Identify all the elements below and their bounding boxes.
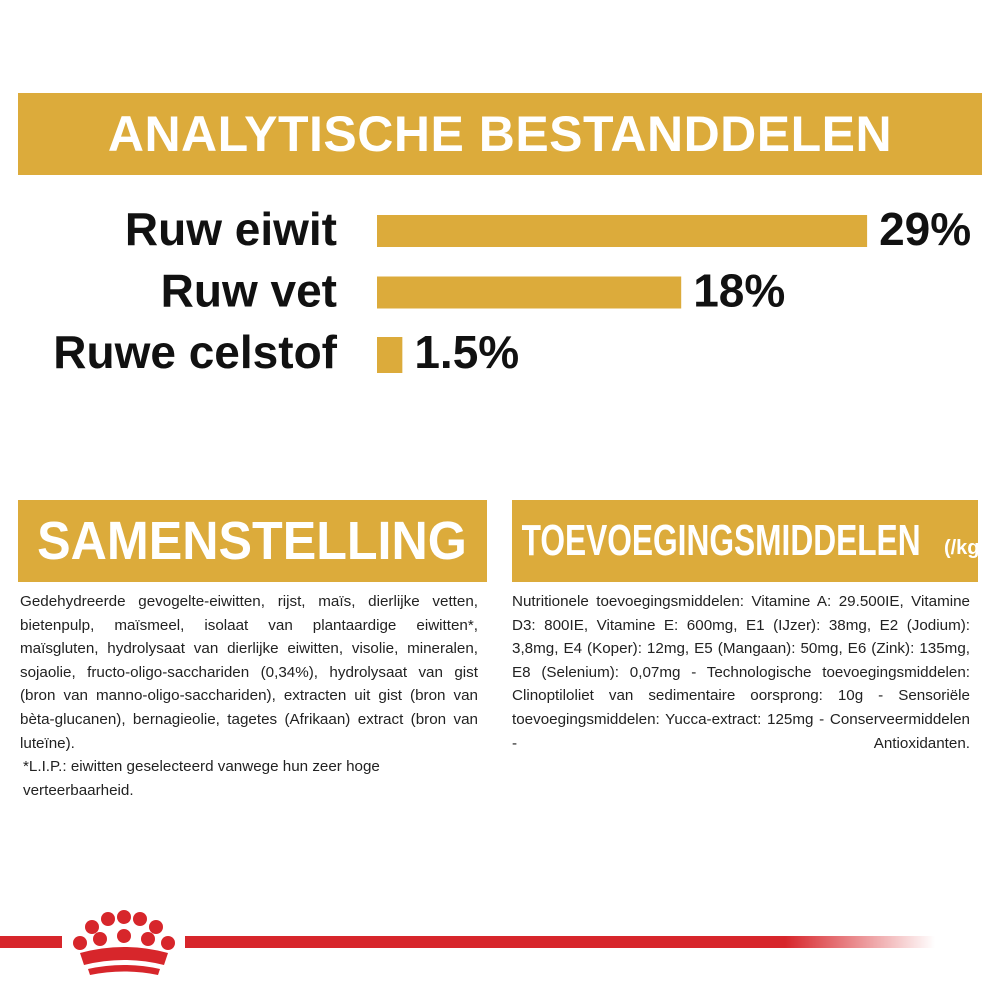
category-label: Ruwe celstof bbox=[53, 326, 337, 378]
bar bbox=[377, 337, 403, 373]
paragraph: *L.I.P.: eiwitten geselecteerd vanwege h… bbox=[23, 758, 380, 799]
value-label: 18% bbox=[693, 265, 785, 317]
header-title: ANALYTISCHE BESTANDDELEN bbox=[107, 106, 893, 162]
red-line bbox=[0, 936, 62, 948]
paragraph: Gedehydreerde gevogelte-eiwitten, rijst,… bbox=[20, 593, 478, 752]
toevoegingsmiddelen-band: TOEVOEGINGSMIDDELEN (/kg) bbox=[512, 500, 986, 582]
header-band: ANALYTISCHE BESTANDDELEN bbox=[18, 93, 982, 175]
value-label: 29% bbox=[879, 203, 971, 255]
unit-label: (/kg) bbox=[943, 536, 987, 559]
toevoegingsmiddelen-title: TOEVOEGINGSMIDDELEN bbox=[521, 516, 921, 565]
bar bbox=[377, 276, 682, 309]
samenstelling-band: SAMENSTELLING bbox=[18, 500, 487, 582]
crown-logo bbox=[73, 910, 175, 975]
toevoegingsmiddelen-text: Nutritionele toevoegingsmiddelen: Vitami… bbox=[512, 593, 970, 752]
samenstelling-text: Gedehydreerde gevogelte-eiwitten, rijst,… bbox=[20, 590, 478, 802]
red-line bbox=[185, 936, 935, 948]
value-label: 1.5% bbox=[414, 326, 519, 378]
category-label: Ruw vet bbox=[161, 265, 337, 317]
bar bbox=[377, 215, 868, 247]
category-label: Ruw eiwit bbox=[125, 203, 337, 255]
samenstelling-title: SAMENSTELLING bbox=[37, 511, 468, 571]
footer bbox=[0, 910, 935, 975]
chart: Ruw eiwit 29% Ruw vet 18% Ruwe celstof 1.5% bbox=[53, 203, 971, 378]
